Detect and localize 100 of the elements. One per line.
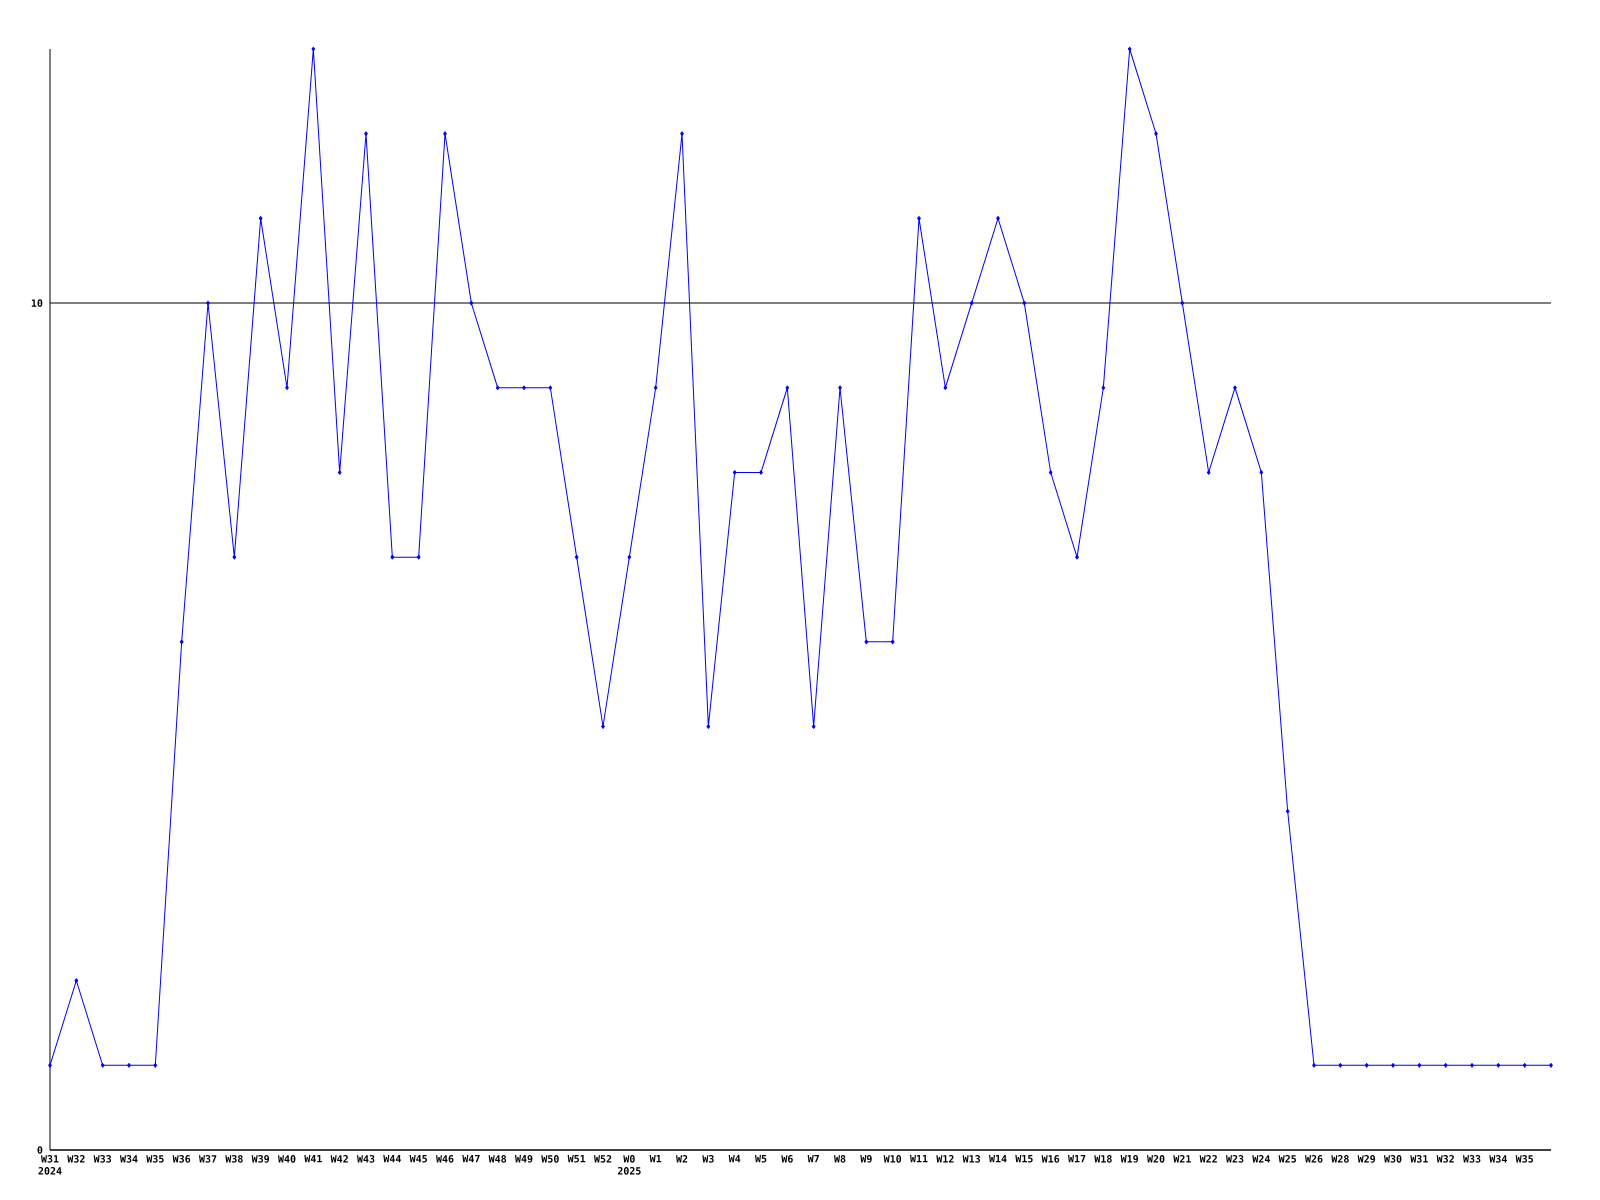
x-tick-label: W31: [1410, 1155, 1428, 1163]
point: [48, 1063, 52, 1068]
point: [1470, 1063, 1474, 1068]
x-tick-label: W39: [251, 1155, 270, 1163]
x-tick-label: W21: [1173, 1155, 1191, 1163]
x-tick-label: W36: [172, 1155, 191, 1163]
point: [969, 300, 974, 306]
x-tick-label: W5: [754, 1155, 767, 1163]
point: [706, 724, 711, 729]
x-tick-label: W3: [702, 1155, 714, 1163]
point: [759, 470, 763, 475]
x-tick-label: W34: [1489, 1155, 1507, 1163]
x-tick-label: W51: [567, 1155, 586, 1163]
point: [627, 554, 632, 560]
x-tick-label: W6: [781, 1155, 793, 1163]
point: [732, 470, 737, 475]
point: [153, 1063, 158, 1068]
x-tick-label: W52: [593, 1155, 612, 1163]
point: [680, 131, 684, 136]
x-tick-label: W46: [435, 1155, 454, 1163]
x-tick-label: W20: [1146, 1155, 1165, 1163]
x-tick-label: W31 2024: [38, 1155, 62, 1175]
point: [443, 131, 447, 136]
point: [1154, 131, 1158, 136]
x-tick-label: W4: [728, 1155, 741, 1163]
x-tick-label: W24: [1252, 1155, 1270, 1163]
x-tick-label: W32: [67, 1155, 85, 1163]
point: [1285, 808, 1290, 814]
point: [1391, 1063, 1395, 1068]
point: [285, 385, 289, 391]
x-tick-label: W11: [909, 1155, 928, 1163]
point: [864, 639, 869, 645]
point: [996, 216, 1000, 221]
x-tick-label: W33: [1462, 1155, 1481, 1163]
point: [1075, 554, 1079, 560]
x-tick-label: W47: [462, 1155, 480, 1163]
point: [601, 724, 605, 729]
point: [811, 724, 816, 729]
point: [1549, 1063, 1553, 1068]
point: [1048, 470, 1053, 475]
x-tick-label: W50: [541, 1155, 559, 1163]
x-tick-label: W13: [962, 1155, 981, 1163]
x-tick-label: W29: [1357, 1155, 1376, 1163]
x-tick-label: W0 2025: [617, 1155, 641, 1175]
point: [311, 46, 316, 52]
x-tick-label: W12: [936, 1155, 954, 1163]
x-tick-label: W42: [330, 1155, 348, 1163]
x-tick-label: W25: [1278, 1155, 1297, 1163]
x-tick-label: W40: [277, 1155, 296, 1163]
x-tick-label: W48: [488, 1155, 507, 1163]
point: [1101, 385, 1106, 391]
x-tick-label: W33: [93, 1155, 112, 1163]
x-tick-label: W10: [883, 1155, 902, 1163]
point: [785, 385, 790, 391]
y-tick-label: 10: [31, 299, 43, 307]
point: [179, 639, 184, 645]
point: [206, 300, 210, 306]
point: [74, 978, 79, 983]
x-tick-label: W37: [198, 1155, 217, 1163]
point: [574, 554, 579, 560]
point: [127, 1063, 131, 1068]
x-tick-label: W9: [860, 1155, 872, 1163]
x-tick-label: W43: [356, 1155, 375, 1163]
point: [1443, 1063, 1448, 1068]
x-tick-label: W14: [988, 1155, 1007, 1163]
point: [337, 470, 342, 475]
point: [1522, 1063, 1527, 1068]
x-tick-label: W34: [119, 1155, 138, 1163]
point: [1022, 300, 1027, 306]
point: [495, 385, 500, 391]
point: [1312, 1063, 1316, 1068]
point: [258, 216, 263, 221]
point: [917, 216, 921, 221]
point: [890, 639, 895, 645]
point: [390, 554, 395, 560]
x-tick-label: W22: [1199, 1155, 1217, 1163]
x-tick-label: W18: [1094, 1155, 1112, 1163]
x-tick-label: W19: [1120, 1155, 1139, 1163]
point: [1364, 1063, 1369, 1068]
x-tick-label: W45: [409, 1155, 428, 1163]
x-tick-label: W2: [675, 1155, 688, 1163]
x-tick-label: W26: [1304, 1155, 1323, 1163]
x-tick-label: W1: [649, 1155, 662, 1163]
point: [943, 385, 948, 391]
x-tick-label: W8: [833, 1155, 846, 1163]
x-tick-label: W7: [807, 1155, 819, 1163]
point: [416, 554, 421, 560]
x-tick-label: W16: [1041, 1155, 1060, 1163]
x-tick-label: W35: [1515, 1155, 1534, 1163]
point: [232, 554, 237, 560]
point: [1417, 1063, 1422, 1068]
x-tick-label: W35: [146, 1155, 164, 1163]
point: [653, 385, 658, 391]
point: [838, 385, 842, 391]
point: [1127, 46, 1132, 52]
point: [522, 385, 526, 391]
x-tick-label: W30: [1383, 1155, 1402, 1163]
x-tick-label: W44: [383, 1155, 401, 1163]
x-tick-label: W41: [304, 1155, 322, 1163]
point: [469, 300, 474, 306]
